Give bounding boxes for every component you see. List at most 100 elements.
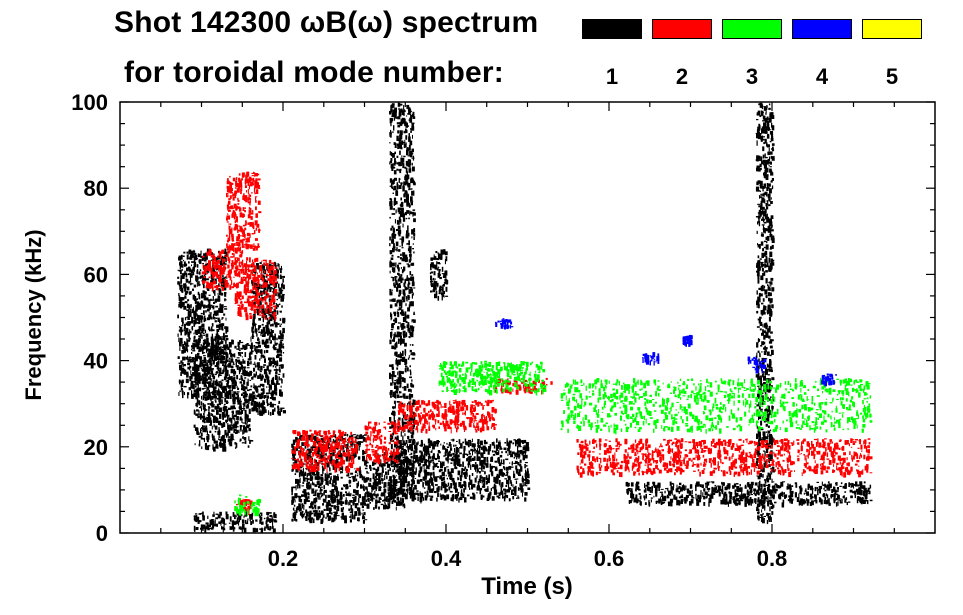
spectral-point — [398, 177, 400, 184]
spectral-point — [193, 332, 195, 335]
spectral-point — [301, 503, 303, 509]
spectral-point — [223, 523, 225, 529]
spectral-point — [224, 386, 228, 388]
spectral-point — [191, 269, 193, 274]
spectral-point — [473, 448, 476, 450]
spectral-point — [269, 308, 272, 314]
spectral-point — [203, 310, 205, 315]
spectral-point — [446, 446, 450, 448]
spectral-point — [253, 345, 256, 347]
spectral-point — [234, 421, 238, 427]
spectral-point — [410, 130, 412, 133]
spectral-point — [193, 346, 195, 351]
spectral-point — [524, 451, 526, 455]
spectral-point — [409, 369, 412, 372]
spectral-point — [209, 373, 212, 375]
spectral-point — [194, 381, 196, 383]
spectral-point — [209, 366, 212, 372]
spectral-point — [491, 442, 493, 446]
spectral-point — [236, 513, 239, 516]
spectral-point — [359, 466, 361, 471]
spectral-point — [358, 497, 360, 503]
spectral-point — [401, 480, 405, 483]
spectral-point — [426, 465, 430, 469]
spectral-point — [402, 186, 405, 192]
spectral-point — [183, 261, 186, 267]
spectral-point — [177, 269, 180, 271]
spectral-point — [398, 359, 401, 365]
spectral-point — [452, 438, 455, 442]
spectral-point — [458, 464, 462, 467]
spectral-point — [394, 334, 399, 338]
spectral-point — [399, 445, 401, 450]
spectral-point — [417, 482, 420, 484]
spectral-point — [310, 512, 314, 515]
spectral-point — [189, 359, 193, 361]
spectral-point — [390, 463, 393, 466]
spectral-point — [401, 159, 403, 163]
spectral-point — [274, 341, 276, 344]
spectral-point — [511, 461, 513, 464]
spectral-point — [398, 375, 402, 378]
spectral-point — [403, 440, 405, 446]
spectral-point — [247, 404, 249, 408]
spectral-point — [249, 370, 252, 376]
spectral-point — [205, 367, 209, 373]
spectral-point — [207, 528, 210, 531]
spectral-point — [198, 435, 202, 438]
spectral-point — [422, 482, 424, 488]
spectral-point — [202, 419, 206, 423]
spectral-point — [404, 469, 406, 473]
spectral-point — [397, 143, 400, 149]
spectral-point — [246, 520, 249, 524]
spectral-point — [238, 369, 241, 375]
spectral-point — [392, 452, 396, 458]
spectral-point — [436, 489, 440, 493]
spectral-point — [199, 253, 201, 256]
spectral-point — [344, 456, 348, 458]
spectral-point — [272, 357, 275, 362]
spectral-point — [247, 415, 249, 418]
spectral-point — [411, 469, 414, 473]
spectral-point — [198, 335, 202, 338]
spectral-point — [197, 317, 200, 321]
spectral-point — [453, 463, 456, 467]
spectral-point — [485, 448, 488, 452]
spectral-point — [323, 500, 326, 503]
spectral-point — [406, 277, 409, 279]
spectral-point — [279, 391, 283, 395]
spectral-point — [196, 380, 199, 386]
spectral-point — [222, 442, 225, 447]
spectral-point — [390, 485, 394, 487]
spectral-point — [216, 346, 219, 352]
spectral-point — [202, 526, 206, 529]
spectral-point — [397, 466, 399, 468]
spectral-point — [193, 362, 196, 367]
spectral-point — [476, 452, 479, 458]
spectral-point — [457, 463, 460, 466]
spectral-point — [401, 161, 404, 165]
spectral-point — [254, 361, 256, 365]
spectral-point — [407, 406, 409, 412]
spectral-point — [179, 390, 182, 392]
spectral-point — [394, 249, 397, 251]
spectral-point — [427, 450, 430, 455]
spectral-point — [261, 349, 263, 354]
spectral-point — [433, 473, 435, 478]
spectral-point — [185, 278, 187, 280]
spectral-point — [301, 494, 305, 497]
spectral-point — [322, 451, 325, 456]
spectral-point — [399, 473, 402, 477]
spectral-point — [209, 381, 212, 386]
spectral-point — [418, 464, 421, 467]
spectral-point — [333, 475, 336, 481]
spectral-point — [264, 526, 266, 529]
spectral-point — [180, 329, 182, 336]
spectral-point — [242, 422, 245, 424]
spectral-point — [483, 459, 486, 463]
spectral-point — [411, 122, 414, 127]
spectral-point — [219, 349, 222, 354]
spectral-point — [217, 342, 221, 346]
spectral-point — [219, 384, 223, 386]
spectral-point — [404, 358, 408, 365]
